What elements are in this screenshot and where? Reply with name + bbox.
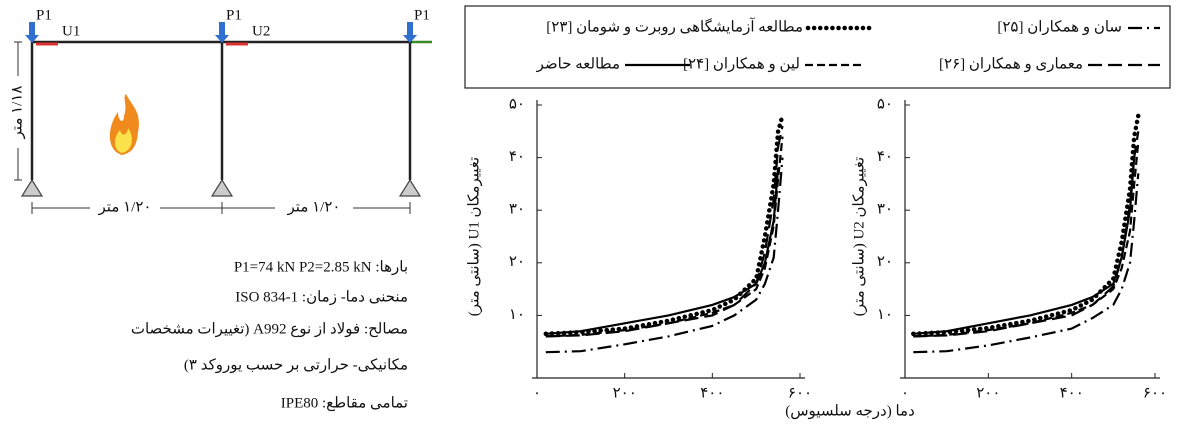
y-tick-label: ۴۰ <box>877 149 893 165</box>
support <box>20 178 44 197</box>
y-tick-label: ۵۰ <box>509 96 525 112</box>
load-arrow-head <box>215 35 229 43</box>
legend-label: معماری و همکاران [۲۶] <box>939 56 1083 72</box>
load-label: P1 <box>36 7 52 23</box>
dimensions <box>14 41 411 214</box>
supports <box>20 178 422 197</box>
dim-label: ۱/۲۰ متر <box>98 199 152 215</box>
y-tick-label: ۱۰ <box>509 307 525 323</box>
x-tick-label: ۰ <box>533 385 541 401</box>
load-arrow-head <box>25 35 39 43</box>
y-axis-label: تغییرمکان U2 (سانتی متر) <box>851 157 867 316</box>
y-tick-label: ۳۰ <box>509 202 525 218</box>
note: تمامی مقاطع: IPE80 <box>281 395 408 411</box>
support <box>210 178 234 197</box>
load-label: P1 <box>414 7 430 23</box>
y-axis-label: تغییرمکان U1 (سانتی متر) <box>466 157 482 316</box>
dim-label: ۱/۱۸ متر <box>9 86 25 140</box>
series-line <box>911 113 1141 337</box>
load-arrow <box>407 22 413 36</box>
y-tick-label: ۱۰ <box>877 307 893 323</box>
legend-box <box>464 5 1171 89</box>
x-tick-label: ۶۰۰ <box>788 385 812 401</box>
x-tick-label: ۲۰۰ <box>976 385 1000 401</box>
load-arrows <box>25 22 417 43</box>
x-axis-label: دما (درجه سلسیوس) <box>785 403 915 419</box>
u-label: U1 <box>62 23 80 39</box>
support <box>398 178 422 197</box>
series-line <box>545 168 780 335</box>
legend-label: لین و همکاران [۲۴] <box>683 56 800 72</box>
series-line <box>545 157 784 354</box>
x-tick-label: ۴۰۰ <box>1060 385 1084 401</box>
series-line <box>543 113 785 337</box>
series-line <box>545 125 784 338</box>
x-tick-label: ۴۰۰ <box>700 385 724 401</box>
flame-core <box>115 128 132 153</box>
note: منحنی دما- زمان: ISO 834-1 <box>235 289 408 305</box>
y-tick-label: ۴۰ <box>509 149 525 165</box>
y-tick-label: ۵۰ <box>877 96 893 112</box>
series-line <box>913 173 1140 354</box>
legend-label: سان و همکاران [۲۵] <box>997 19 1122 35</box>
dim-gap <box>275 200 353 216</box>
note: مصالح: فولاد از نوع A992 (تغییرات مشخصات <box>131 321 408 337</box>
legend-label: مطالعه حاضر <box>536 56 620 72</box>
note: بارها: P1=74 kN P2=2.85 kN <box>234 259 408 275</box>
x-tick-label: ۲۰۰ <box>613 385 637 401</box>
load-arrow-head <box>403 35 417 43</box>
dim-gap <box>90 200 160 216</box>
x-tick-label: ۰ <box>901 385 909 401</box>
load-arrow <box>219 22 225 36</box>
y-tick-label: ۲۰ <box>877 254 893 270</box>
dim-gap <box>8 76 28 148</box>
y-tick-label: ۲۰ <box>509 254 525 270</box>
legend-label: مطالعه آزمایشگاهی روبرت و شومان [۲۳] <box>546 17 803 35</box>
x-tick-label: ۶۰۰ <box>1143 385 1167 401</box>
frame <box>30 40 432 180</box>
series-line <box>913 157 1136 335</box>
note: مکانیکی- حرارتی بر حسب یوروکد ۳) <box>184 357 408 373</box>
series-line <box>913 131 1140 338</box>
load-label: P1 <box>226 7 242 23</box>
fire <box>109 94 139 155</box>
u-label: U2 <box>252 23 270 39</box>
series-line <box>913 141 1140 338</box>
dim-label: ۱/۲۰ متر <box>287 199 341 215</box>
y-tick-label: ۳۰ <box>877 202 893 218</box>
load-arrow <box>29 22 35 36</box>
